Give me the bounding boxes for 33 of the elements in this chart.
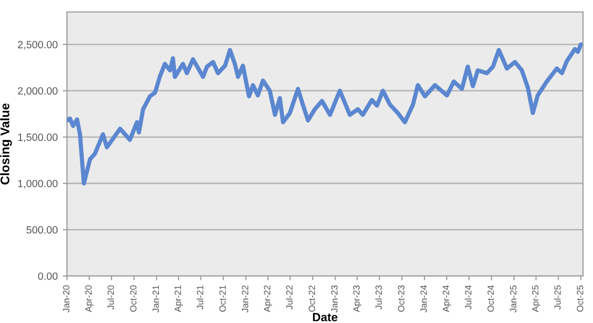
x-tick-label: Oct-22	[308, 285, 316, 312]
x-tick-label: Oct-25	[576, 285, 584, 312]
x-tick-label: Jan-22	[242, 285, 248, 312]
x-tick-label: Jan-21	[152, 285, 159, 312]
x-tick-label: Apr-24	[442, 285, 451, 312]
y-tick-label: 1,500.00	[18, 134, 58, 142]
x-tick-label: Jan-23	[331, 285, 338, 312]
x-tick-label: Apr-23	[353, 285, 362, 312]
x-tick-label: Oct-24	[488, 285, 494, 312]
y-tick-label: 2,500.00	[18, 40, 58, 50]
y-tick-label: 500.00	[26, 226, 58, 234]
x-tick-label: Jul-21	[196, 285, 204, 310]
x-tick-label: Jan-25	[510, 285, 516, 312]
x-tick-label: Apr-22	[264, 285, 272, 312]
y-axis-title: Closing Value	[0, 103, 12, 184]
x-tick-label: Oct-21	[219, 285, 226, 312]
y-tick-label: 2,000.00	[18, 87, 58, 96]
x-tick-label: Jul-22	[286, 285, 293, 310]
x-tick-label: Oct-20	[130, 285, 136, 312]
line-series	[67, 42, 583, 186]
x-tick-label: Apr-20	[85, 285, 94, 312]
x-tick-label: Jul-23	[375, 285, 382, 310]
x-tick-label: Oct-23	[398, 285, 404, 312]
x-tick-label: Jul-24	[464, 285, 472, 310]
y-tick-label: 1,000.00	[18, 180, 58, 188]
y-tick-label: 0.00	[38, 272, 58, 280]
x-tick-label: Apr-21	[174, 285, 183, 312]
x-tick-label: Jan-20	[63, 285, 70, 312]
x-tick-label: Apr-25	[532, 285, 540, 312]
x-axis-title: Date	[312, 313, 338, 322]
x-tick-label: Jan-24	[420, 285, 427, 312]
x-tick-label: Jul-25	[554, 285, 561, 310]
x-tick-label: Jul-20	[107, 285, 114, 310]
